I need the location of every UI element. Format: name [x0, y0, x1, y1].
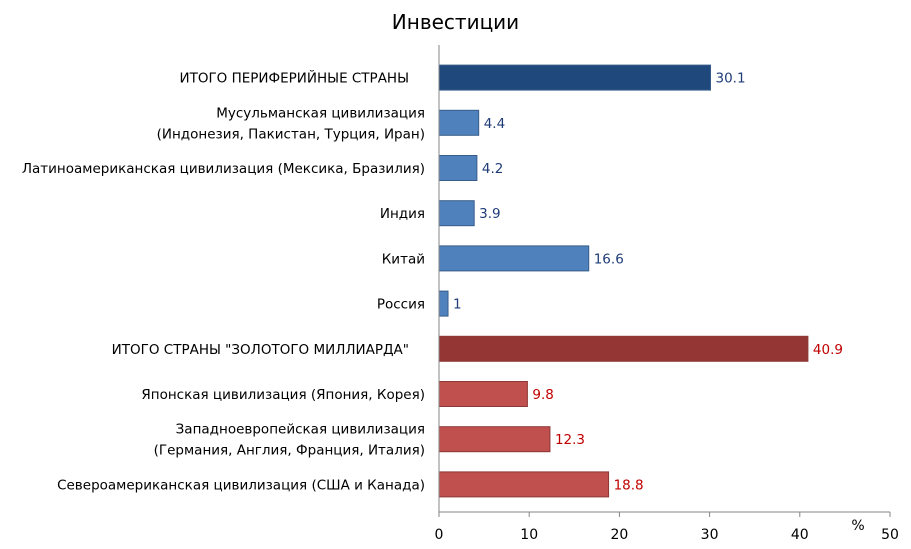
- bar: [438, 426, 551, 453]
- x-tick-label: 0: [435, 527, 444, 543]
- x-tick-label: 20: [610, 527, 628, 543]
- bar: [438, 381, 528, 407]
- category-label: Мусульманская цивилизация: [216, 105, 425, 121]
- bar: [438, 155, 478, 181]
- category-label: Североамериканская цивилизация (США и Ка…: [57, 477, 425, 493]
- data-label: 16.6: [594, 251, 624, 267]
- category-label: (Индонезия, Пакистан, Турция, Иран): [157, 126, 425, 142]
- x-tick-label: 50: [881, 527, 899, 543]
- x-axis-label: %: [851, 518, 864, 534]
- data-label: 18.8: [614, 477, 644, 493]
- category-label: (Германия, Англия, Франция, Италия): [154, 443, 425, 459]
- data-label: 4.2: [482, 161, 503, 177]
- bar: [438, 200, 475, 227]
- data-label: 3.9: [479, 206, 500, 222]
- bar: [438, 109, 480, 136]
- bar: [438, 471, 610, 498]
- bar: [438, 290, 449, 317]
- bar: [438, 64, 712, 91]
- data-label: 12.3: [555, 432, 585, 448]
- x-tick-label: 30: [701, 527, 719, 543]
- bar: [438, 245, 590, 272]
- data-label: 30.1: [716, 71, 746, 87]
- data-label: 4.4: [484, 116, 505, 132]
- category-label: Индия: [380, 206, 425, 222]
- category-label: Китай: [382, 251, 425, 267]
- bar: [438, 335, 809, 362]
- chart-title: Инвестиции: [391, 10, 520, 34]
- data-label: 9.8: [532, 387, 553, 403]
- category-label: ИТОГО СТРАНЫ "ЗОЛОТОГО МИЛЛИАРДА": [112, 342, 409, 358]
- category-label: Латиноамериканская цивилизация (Мексика,…: [22, 161, 425, 177]
- x-tick-label: 10: [520, 527, 538, 543]
- category-label: Россия: [377, 297, 425, 313]
- x-tick-label: 40: [791, 527, 809, 543]
- data-label: 1: [453, 297, 462, 313]
- category-label: ИТОГО ПЕРИФЕРИЙНЫЕ СТРАНЫ: [179, 69, 409, 87]
- category-label: Японская цивилизация (Япония, Корея): [141, 387, 425, 403]
- data-label: 40.9: [813, 342, 843, 358]
- category-label: Западноевропейская цивилизация: [176, 422, 425, 438]
